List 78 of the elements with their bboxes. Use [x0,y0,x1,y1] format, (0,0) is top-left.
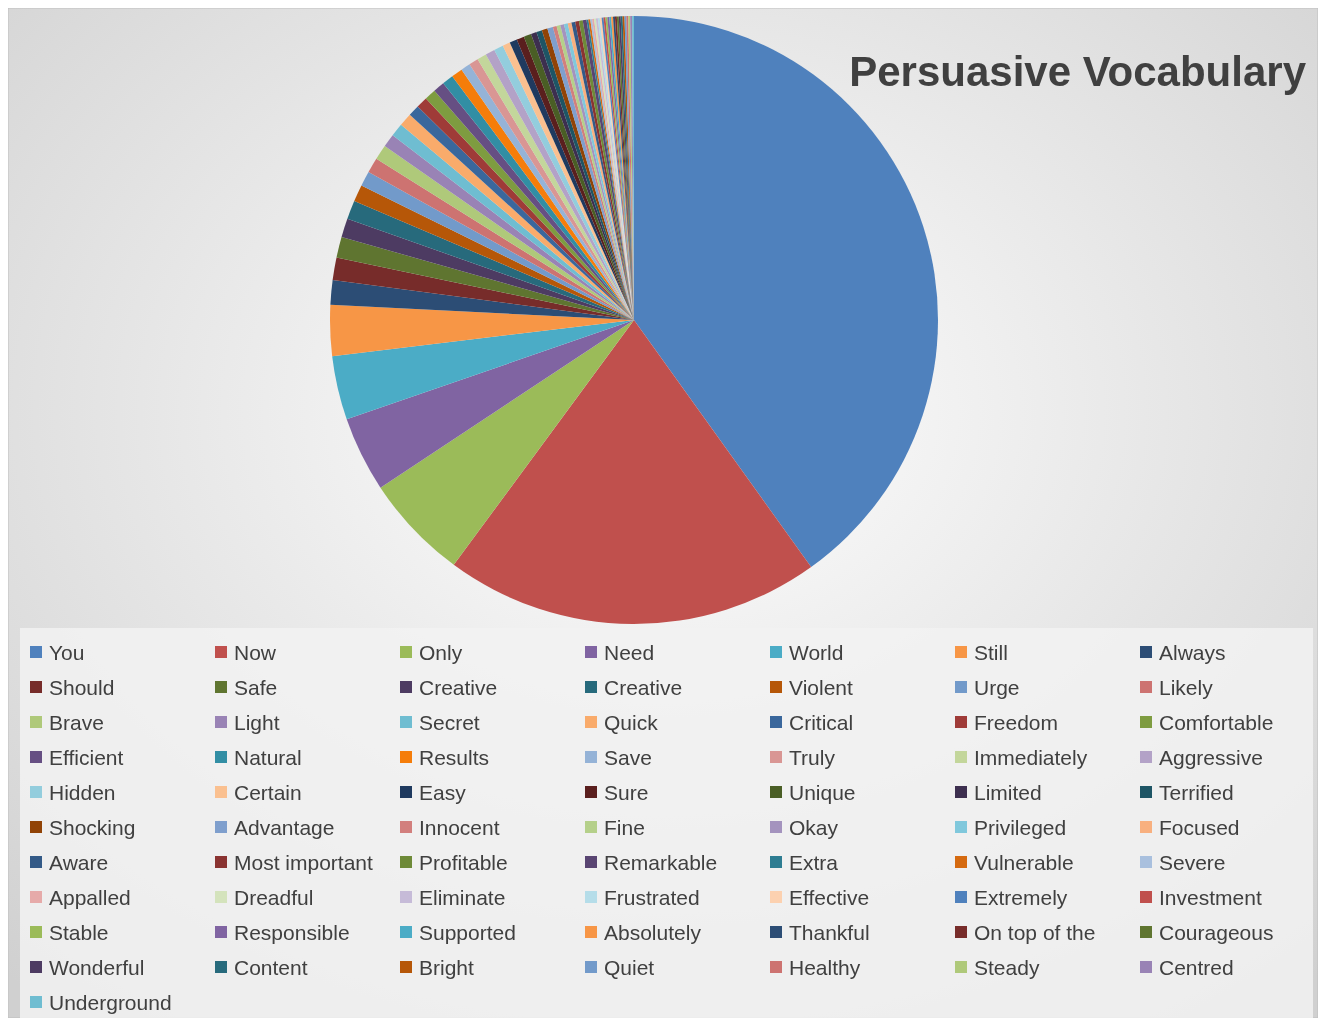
legend-label: Quick [604,711,659,734]
legend-label: Save [604,746,652,769]
legend-label: Most important [234,851,374,874]
legend-label: Severe [1159,851,1226,874]
legend-label: Creative [419,676,498,699]
legend-label: Should [49,676,115,699]
pie-slice [332,320,634,420]
legend-label: Certain [234,781,302,804]
legend-label: Efficient [49,746,124,769]
legend-label: Need [604,641,655,664]
legend-label: Terrified [1159,781,1234,804]
legend-label: Stable [49,921,109,944]
legend-label: Fine [604,816,645,839]
legend-label: Vulnerable [974,851,1074,874]
legend-label: Secret [419,711,480,734]
pie-slice [341,218,634,320]
legend-label: Innocent [419,816,500,839]
legend-label: Aggressive [1159,746,1263,769]
legend-label: Underground [49,991,172,1014]
legend-label: Focused [1159,816,1240,839]
legend-label: Brave [49,711,104,734]
legend-label: Effective [789,886,870,909]
legend-label: Privileged [974,816,1067,839]
legend-label: Content [234,956,308,979]
legend-label: Investment [1159,886,1262,909]
legend-label: Creative [604,676,683,699]
legend-label: You [49,641,85,664]
legend-label: Healthy [789,956,861,979]
legend-label: Light [234,711,280,734]
legend-label: Frustrated [604,886,700,909]
legend-label: Unique [789,781,856,804]
legend-label: Natural [234,746,302,769]
pie-slice [332,257,634,320]
legend-label: Supported [419,921,516,944]
legend-label: Quiet [604,956,655,979]
legend-label: Okay [789,816,839,839]
legend-label: Courageous [1159,921,1274,944]
text: Persuasive Vocabulary [849,48,1307,95]
legend-label: Wonderful [49,956,145,979]
legend-label: Freedom [974,711,1059,734]
legend-label: Dreadful [234,886,314,909]
legend-label: Responsible [234,921,350,944]
legend-label: Only [419,641,463,664]
pie-slice [453,320,812,624]
legend-label: Safe [234,676,278,699]
legend-label: Extremely [974,886,1068,909]
legend-label: Bright [419,956,475,979]
legend-label: Immediately [974,746,1088,769]
legend-label: Easy [419,781,467,804]
legend-label: On top of the [974,921,1096,944]
legend-label: Advantage [234,816,335,839]
legend-label: Steady [974,956,1040,979]
legend-label: Truly [789,746,836,769]
legend-label: Critical [789,711,854,734]
pie-slice [346,320,634,488]
legend-label: Comfortable [1159,711,1274,734]
legend-label: Eliminate [419,886,506,909]
legend-label: World [789,641,844,664]
legend-label: Still [974,641,1008,664]
legend-label: Now [234,641,277,664]
legend-label: Limited [974,781,1042,804]
legend-label: Always [1159,641,1226,664]
legend-label: Profitable [419,851,508,874]
pie-slice [380,320,634,565]
legend-label: Urge [974,676,1020,699]
legend-label: Appalled [49,886,131,909]
legend-label: Absolutely [604,921,702,944]
legend-label: Violent [789,676,853,699]
legend-label: Hidden [49,781,116,804]
legend-label: Remarkable [604,851,718,874]
legend-label: Aware [49,851,109,874]
legend-label: Extra [789,851,839,874]
legend-label: Centred [1159,956,1234,979]
legend-label: Shocking [49,816,136,839]
legend-label: Results [419,746,490,769]
legend-label: Likely [1159,676,1214,699]
legend-label: Sure [604,781,649,804]
legend-label: Thankful [789,921,870,944]
